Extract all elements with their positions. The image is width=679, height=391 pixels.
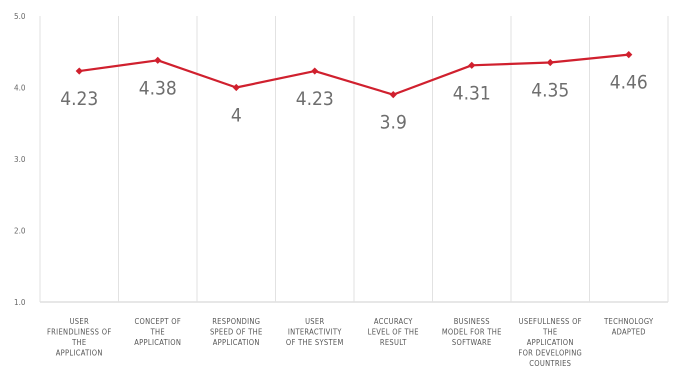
gridlines [39, 16, 669, 303]
x-category-label-line: TECHNOLOGY [603, 317, 654, 326]
data-point-marker [75, 67, 83, 75]
y-axis-ticks: 1.0 2.0 3.0 4.0 5.0 [14, 12, 26, 307]
y-tick-label: 2.0 [14, 227, 26, 236]
data-label: 3.9 [380, 112, 407, 134]
x-category-label-line: ADAPTED [612, 328, 646, 337]
x-category-label-line: LEVEL OF THE [368, 328, 419, 337]
series [75, 51, 633, 99]
x-category-label: USER INTERACTIVITY OF THE SYSTEM [286, 317, 344, 347]
x-category-label-line: CONCEPT OF [134, 317, 181, 326]
x-category-label-line: THE [150, 328, 165, 337]
x-category-label-line: MODEL FOR THE [442, 328, 502, 337]
data-point-marker [625, 51, 633, 59]
y-tick-label: 5.0 [14, 12, 26, 21]
x-category-label: BUSINESS MODEL FOR THE SOFTWARE [442, 317, 502, 347]
data-labels: 4.23 4.38 4 4.23 3.9 4.31 4.35 4.46 [60, 72, 648, 134]
data-label: 4.35 [531, 79, 569, 101]
y-tick-label: 4.0 [14, 84, 26, 93]
x-category-label-line: APPLICATION [134, 338, 181, 347]
x-category-label-line: BUSINESS [454, 317, 490, 326]
x-category-label: CONCEPT OF THE APPLICATION [134, 317, 181, 347]
y-tick-label: 3.0 [14, 155, 26, 164]
x-category-label-line: THE [542, 328, 557, 337]
x-category-label-line: APPLICATION [527, 338, 574, 347]
data-label: 4.23 [296, 88, 334, 110]
data-label: 4.31 [453, 82, 491, 104]
x-category-label: RESPONDING SPEED OF THE APPLICATION [210, 317, 263, 347]
x-category-label-line: RESPONDING [212, 317, 260, 326]
data-label: 4.38 [139, 77, 177, 99]
x-category-label-line: USER [305, 317, 324, 326]
data-point-marker [546, 58, 554, 67]
x-category-label: ACCURACY LEVEL OF THE RESULT [368, 317, 419, 347]
x-category-label-line: USER [70, 317, 89, 326]
data-point-marker [389, 91, 397, 99]
x-axis-categories: USER FRIENDLINESS OF THE APPLICATIONCONCEPT… [47, 317, 654, 368]
x-category-label-line: APPLICATION [213, 338, 260, 347]
x-category-label-line: SPEED OF THE [210, 328, 263, 337]
data-label: 4 [231, 105, 242, 127]
x-category-label: USER FRIENDLINESS OF THE APPLICATION [47, 317, 112, 358]
x-category-label: USEFULLNESS OF THE APPLICATION FOR DEVELOPI… [518, 317, 582, 368]
x-category-label-line: RESULT [380, 338, 407, 347]
x-category-label-line: FRIENDLINESS OF [47, 328, 112, 337]
data-point-marker [468, 61, 476, 69]
x-category-label-line: FOR DEVELOPING [518, 349, 582, 358]
x-category-label-line: OF THE SYSTEM [286, 338, 344, 347]
x-category-label-line: INTERACTIVITY [288, 328, 342, 337]
x-category-label-line: COUNTRIES [529, 359, 571, 368]
x-category-label-line: ACCURACY [374, 317, 413, 326]
x-category-label-line: APPLICATION [56, 349, 103, 358]
x-category-label-line: USEFULLNESS OF [519, 317, 582, 326]
y-tick-label: 1.0 [14, 298, 26, 307]
x-category-label-line: SOFTWARE [452, 338, 492, 347]
data-point-marker [154, 56, 162, 64]
series-line [79, 53, 629, 96]
data-label: 4.23 [60, 88, 98, 110]
data-point-marker [232, 83, 240, 92]
data-point-marker [311, 67, 319, 75]
data-label: 4.46 [610, 72, 648, 94]
x-category-label: TECHNOLOGY ADAPTED [603, 317, 654, 337]
x-category-label-line: THE [71, 338, 86, 347]
